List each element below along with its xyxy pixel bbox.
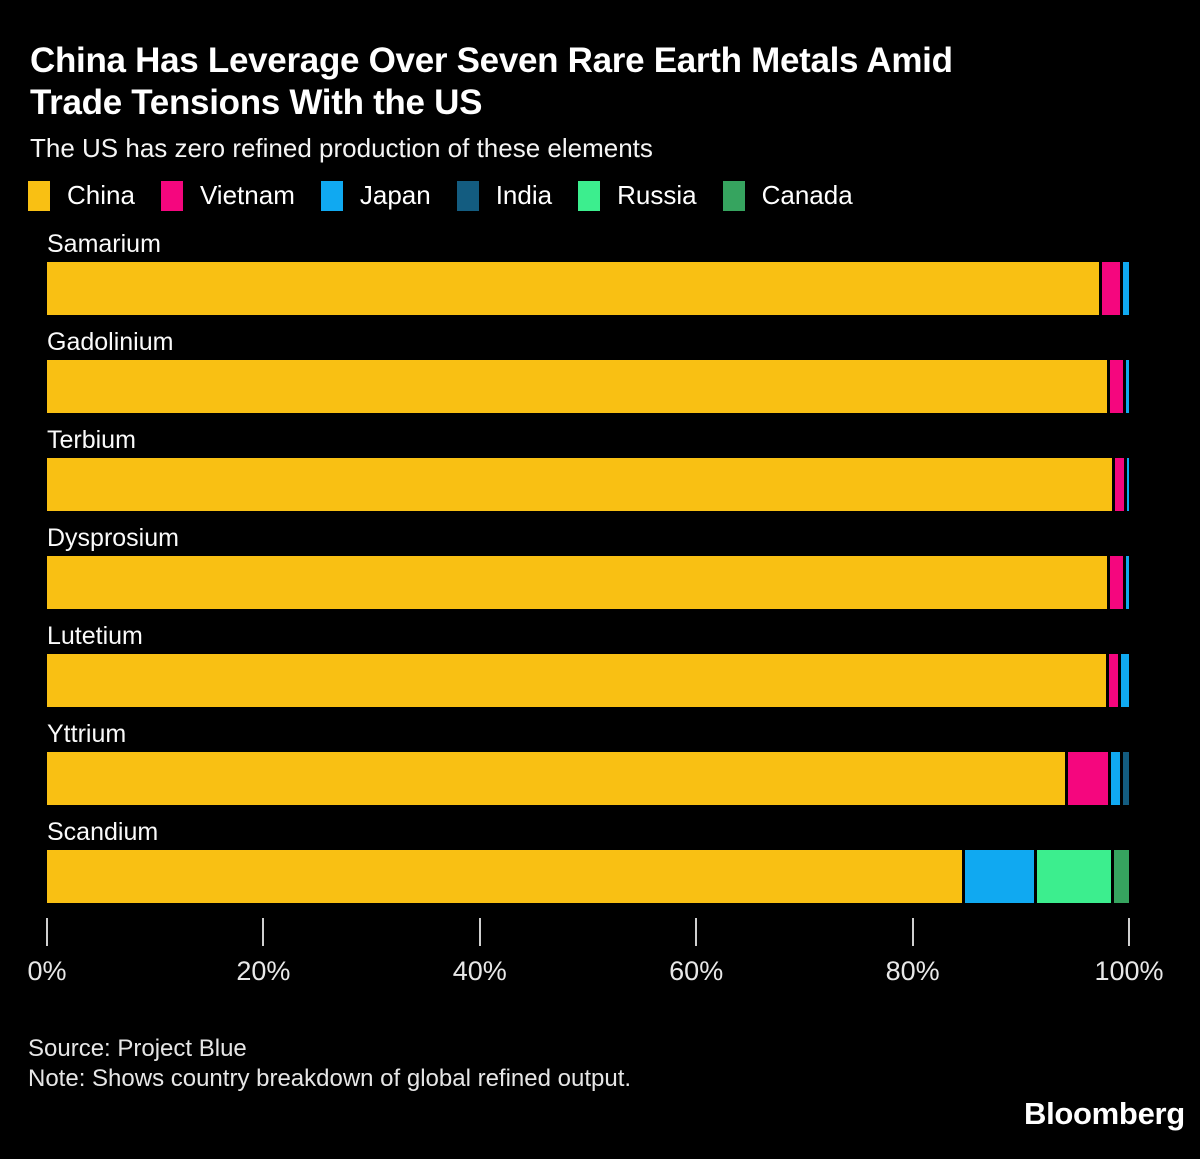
bar-row-label: Samarium: [47, 230, 161, 258]
stacked-bar: [47, 556, 1129, 609]
legend-swatch-icon: [28, 180, 50, 211]
legend-item: Vietnam: [160, 180, 295, 211]
legend-item: Canada: [722, 180, 853, 211]
chart-title-line2: Trade Tensions With the US: [30, 83, 483, 122]
stacked-bar: [47, 458, 1129, 511]
bar-row-label: Yttrium: [47, 720, 127, 748]
legend-label: Japan: [359, 180, 431, 210]
bar-row: Samarium: [47, 231, 1129, 315]
legend-label: China: [67, 180, 135, 210]
bloomberg-logo: Bloomberg: [1024, 1096, 1185, 1131]
legend: China Vietnam Japan India Russia Canada: [28, 180, 1200, 211]
legend-item: China: [28, 180, 135, 211]
bar-segment-china: [47, 556, 1108, 609]
bar-segment-vietnam: [1107, 360, 1123, 413]
bar-segment-japan: [1108, 752, 1121, 805]
bar-row-label: Dysprosium: [47, 524, 179, 552]
stacked-bar: [47, 654, 1129, 707]
chart-footer: Source: Project Blue Note: Shows country…: [28, 1034, 1200, 1094]
bar-row-label: Lutetium: [47, 622, 143, 650]
bar-row: Lutetium: [47, 623, 1129, 707]
chart-page: China Has Leverage Over Seven Rare Earth…: [0, 40, 1200, 1131]
bar-row: Gadolinium: [47, 329, 1129, 413]
legend-item: Japan: [320, 180, 431, 211]
chart-subtitle: The US has zero refined production of th…: [30, 133, 653, 163]
source-text: Source: Project Blue: [28, 1035, 247, 1062]
legend-label: Canada: [761, 180, 853, 210]
legend-label: Vietnam: [199, 180, 295, 210]
bar-rows: Samarium Gadolinium Terbium Dysprosium L…: [47, 231, 1129, 903]
bar-row: Dysprosium: [47, 525, 1129, 609]
legend-label: India: [495, 180, 553, 210]
bar-segment-china: [47, 752, 1066, 805]
axis-tick-label: 20%: [236, 956, 291, 986]
bar-segment-china: [47, 360, 1108, 413]
bar-segment-vietnam: [1098, 262, 1121, 315]
legend-swatch-icon: [456, 180, 479, 211]
bar-segment-vietnam: [1106, 654, 1119, 707]
legend-swatch-icon: [722, 180, 745, 211]
legend-item: Russia: [578, 180, 697, 211]
axis-tick: [478, 918, 481, 946]
axis-tick: [1128, 918, 1130, 946]
bar-segment-japan: [1123, 458, 1129, 511]
bar-segment-japan: [1118, 654, 1129, 707]
stacked-bar: [47, 262, 1129, 315]
chart-title: China Has Leverage Over Seven Rare Earth…: [30, 40, 1170, 124]
axis-tick: [46, 918, 48, 946]
bar-segment-japan: [1122, 556, 1129, 609]
axis-tick: [911, 918, 914, 946]
note-text: Note: Shows country breakdown of global …: [28, 1065, 632, 1092]
axis-tick-label: 0%: [27, 956, 67, 986]
bar-segment-china: [47, 458, 1112, 511]
bar-segment-japan: [1120, 262, 1129, 315]
x-axis: 0% 20% 40% 60% 80% 100%: [27, 918, 1164, 990]
bar-segment-china: [47, 850, 963, 903]
axis-tick-label: 60%: [669, 956, 724, 986]
legend-item: India: [456, 180, 553, 211]
bar-segment-vietnam: [1111, 458, 1124, 511]
axis-tick: [262, 918, 265, 946]
bar-segment-vietnam: [1065, 752, 1109, 805]
bar-row-label: Terbium: [47, 426, 136, 454]
stacked-bar: [47, 752, 1129, 805]
stacked-bar: [47, 360, 1129, 413]
axis-tick-label: 80%: [885, 956, 940, 986]
bar-segment-china: [47, 654, 1107, 707]
bar-row: Scandium: [47, 819, 1129, 903]
legend-label: Russia: [617, 180, 697, 210]
legend-swatch-icon: [578, 180, 601, 211]
bar-segment-japan: [962, 850, 1034, 903]
bar-segment-china: [47, 262, 1099, 315]
bar-segment-vietnam: [1107, 556, 1123, 609]
bar-row: Terbium: [47, 427, 1129, 511]
legend-swatch-icon: [160, 180, 183, 211]
chart-header: China Has Leverage Over Seven Rare Earth…: [30, 40, 1170, 164]
axis-tick-label: 40%: [452, 956, 507, 986]
bar-row: Yttrium: [47, 721, 1129, 805]
bar-segment-canada: [1110, 850, 1129, 903]
bar-segment-india: [1120, 752, 1129, 805]
chart-title-line1: China Has Leverage Over Seven Rare Earth…: [30, 41, 953, 80]
axis-tick: [695, 918, 698, 946]
bar-segment-japan: [1122, 360, 1129, 413]
bar-row-label: Gadolinium: [47, 328, 174, 356]
stacked-bar: [47, 850, 1129, 903]
bar-segment-russia: [1033, 850, 1111, 903]
legend-swatch-icon: [320, 180, 343, 211]
axis-tick-label: 100%: [1094, 956, 1164, 986]
bar-row-label: Scandium: [47, 818, 159, 846]
